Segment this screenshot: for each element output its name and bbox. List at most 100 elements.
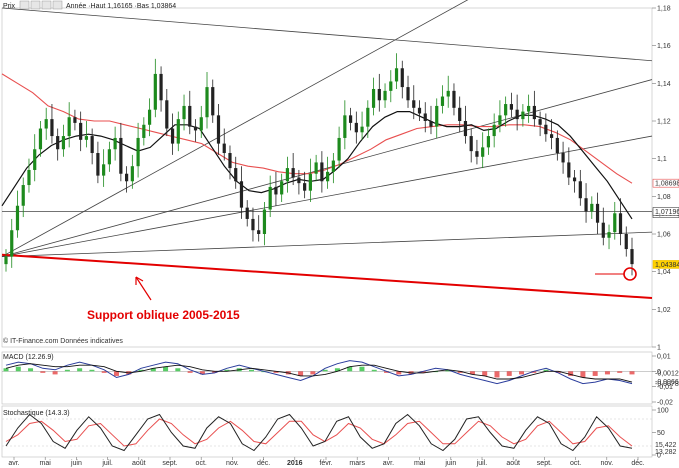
macd-histogram-bar — [531, 371, 537, 373]
stoch-value-label: 13,282 — [655, 449, 677, 456]
x-tick-label: déc. — [257, 460, 270, 467]
x-tick-label: mai — [40, 460, 52, 467]
candle-body — [303, 183, 307, 191]
panel-buttons — [19, 0, 63, 10]
candle-body — [211, 87, 215, 116]
candle-body — [544, 124, 548, 135]
support-annotation: Support oblique 2005-2015 — [87, 308, 240, 322]
candle-body — [113, 137, 117, 150]
macd-histogram-bar — [248, 369, 254, 372]
candle-body — [538, 119, 542, 125]
candle-body — [400, 68, 404, 88]
candle-body — [481, 147, 485, 157]
candle-body — [159, 73, 163, 101]
panel-close-button[interactable] — [52, 0, 63, 10]
x-tick-label: sept. — [537, 460, 552, 467]
candle-body — [326, 171, 330, 182]
x-tick-label: déc. — [631, 460, 644, 467]
candle-body — [228, 153, 232, 169]
candle-body — [521, 111, 525, 120]
macd-histogram-bar — [15, 366, 21, 372]
macd-histogram-bar — [310, 371, 316, 375]
macd-histogram-bar — [273, 371, 279, 373]
candle-body — [61, 136, 66, 150]
macd-histogram-bar — [40, 371, 46, 373]
candle-body — [142, 124, 146, 138]
candle-body — [412, 100, 416, 108]
candle-body — [38, 128, 43, 150]
trendline-fan-middle — [1, 79, 653, 257]
candle-body — [515, 109, 519, 120]
macd-histogram-bar — [371, 369, 377, 372]
macd-histogram-bar — [506, 371, 512, 376]
candle-body — [595, 203, 600, 223]
candle-body — [291, 168, 295, 178]
macd-histogram-bar — [298, 371, 304, 376]
candle-body — [613, 213, 617, 233]
x-tick-label: août — [132, 460, 146, 467]
candle-body — [348, 115, 353, 123]
macd-histogram-bar — [519, 371, 525, 375]
candle-body — [475, 151, 479, 157]
candle-body — [79, 122, 83, 140]
highlight-circle — [623, 267, 637, 281]
macd-histogram-bar — [175, 368, 181, 372]
panel-collapse-button[interactable] — [30, 0, 41, 10]
macd-y-tick-label: -0,02 — [657, 400, 673, 407]
panel-maximize-button[interactable] — [41, 0, 52, 10]
trendline-fan-lower — [1, 135, 653, 257]
macd-histogram-bar — [101, 371, 107, 373]
macd-histogram-bar — [3, 368, 9, 372]
stochastic-panel-frame — [1, 405, 653, 458]
candle-body — [572, 177, 577, 182]
candle-body — [527, 105, 531, 112]
candle-body — [33, 149, 37, 170]
price-tag-box — [652, 260, 679, 269]
candle-body — [578, 181, 582, 199]
candle-body — [366, 107, 370, 127]
macd-histogram-bar — [224, 369, 230, 372]
x-tick-label: nov. — [600, 460, 613, 467]
candle-body — [27, 169, 31, 186]
price-tag-box — [652, 178, 679, 188]
x-tick-label: avr. — [8, 460, 19, 467]
price-panel-frame — [1, 7, 653, 348]
candle-body — [119, 137, 123, 174]
candle-body — [331, 160, 335, 172]
candle-body — [371, 88, 376, 108]
stoch-k-line — [5, 413, 633, 452]
annotation-arrow — [135, 276, 152, 301]
candle-body — [153, 73, 157, 110]
candle-body — [15, 205, 20, 231]
x-tick-label: 2016 — [287, 460, 303, 467]
macd-histogram-bar — [347, 366, 353, 372]
candle-body — [107, 149, 111, 165]
candle-body — [125, 173, 129, 182]
trendline-resistance — [1, 7, 653, 62]
macd-histogram-bar — [89, 369, 95, 372]
macd-histogram-bar — [113, 371, 119, 376]
candle-body — [285, 168, 290, 182]
candle-body — [354, 122, 358, 133]
x-tick-label: juil. — [476, 460, 488, 467]
candle-body — [50, 119, 54, 137]
macd-histogram-bar — [555, 371, 561, 373]
candle-body — [440, 96, 445, 106]
macd-histogram-bar — [580, 371, 586, 378]
candle-body — [67, 117, 71, 137]
candle-body — [492, 124, 496, 137]
price-tag-label: 1,07196 — [655, 209, 679, 216]
candle-body — [504, 104, 508, 116]
candle-body — [423, 113, 427, 121]
panel-settings-button[interactable] — [19, 0, 30, 10]
candle-body — [234, 168, 238, 182]
stoch-y-tick-label: 50 — [657, 430, 665, 437]
candle-body — [297, 177, 301, 184]
candle-body — [251, 218, 255, 231]
candle-body — [383, 90, 387, 101]
candle-body — [486, 136, 491, 148]
x-tick-label: oct. — [570, 460, 581, 467]
x-tick-label: févr. — [319, 460, 332, 467]
candle-body — [446, 90, 450, 97]
